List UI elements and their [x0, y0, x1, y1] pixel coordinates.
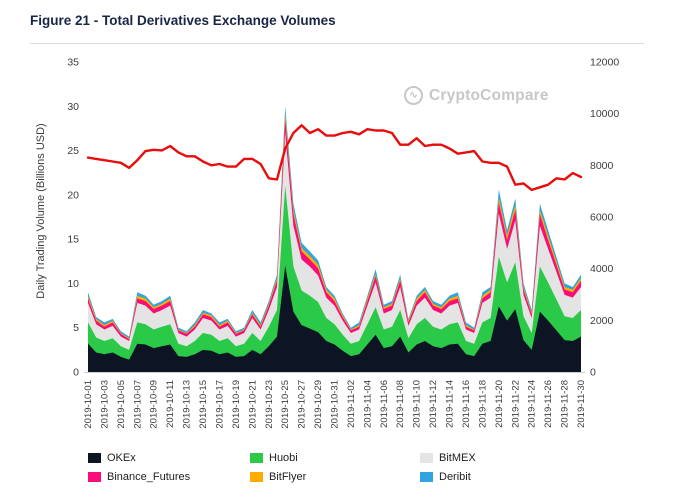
left-axis-tick-label: 10	[67, 278, 79, 290]
legend-item-huobi: Huobi	[250, 452, 420, 464]
x-axis-tick-label: 2019-10-13	[182, 380, 193, 429]
left-axis-tick-label: 15	[67, 234, 79, 246]
x-axis-tick-label: 2019-10-29	[313, 380, 324, 429]
x-axis-tick-label: 2019-11-14	[445, 380, 456, 428]
price-line	[86, 124, 583, 192]
x-axis-tick-label: 2019-11-30	[576, 380, 587, 428]
legend-item-bitmex: BitMEX	[420, 452, 580, 464]
x-axis-tick-label: 2019-11-24	[527, 380, 538, 428]
legend-label: Deribit	[439, 471, 471, 483]
legend-swatch	[88, 453, 101, 463]
legend-swatch	[420, 453, 433, 463]
legend-label: BitMEX	[439, 452, 476, 464]
left-axis-tick-label: 0	[73, 367, 79, 379]
x-axis-tick-label: 2019-11-06	[379, 380, 390, 428]
x-axis-tick-label: 2019-10-31	[330, 380, 341, 429]
left-axis-tick-label: 25	[67, 145, 79, 157]
x-axis-tick-label: 2019-10-07	[132, 380, 143, 429]
x-axis-tick-label: 2019-10-25	[280, 380, 291, 429]
x-axis-tick-label: 2019-10-27	[297, 380, 308, 429]
legend-swatch	[420, 472, 433, 482]
x-axis-tick-label: 2019-10-15	[198, 380, 209, 429]
x-axis-tick-label: 2019-10-23	[264, 380, 275, 429]
x-axis-tick-label: 2019-11-18	[477, 380, 488, 428]
legend-item-deribit: Deribit	[420, 471, 580, 483]
title-divider	[30, 43, 644, 44]
left-axis-tick-label: 20	[67, 189, 79, 201]
x-axis-tick-label: 2019-10-17	[214, 380, 225, 429]
x-axis-tick-label: 2019-10-21	[247, 380, 258, 429]
left-axis-tick-label: 35	[67, 57, 79, 69]
cryptocompare-logo-icon: ∿	[404, 86, 423, 105]
x-axis-tick-label: 2019-11-16	[461, 380, 472, 428]
x-axis-tick-label: 2019-11-20	[494, 380, 505, 428]
stacked-area-chart: 0 5 10 15 20 25 30 35 0 2000 4000 6000 8000 10000 1200…	[67, 57, 619, 429]
x-axis-tick-label: 2019-11-22	[510, 380, 521, 428]
left-axis-tick-label: 30	[67, 101, 79, 113]
legend-label: Huobi	[269, 452, 298, 464]
x-axis-tick-label: 2019-11-28	[560, 380, 571, 428]
x-axis-tick-label: 2019-11-26	[543, 380, 554, 428]
legend-item-okex: OKEx	[88, 452, 250, 464]
chart-legend: OKEx Huobi BitMEX Binance_Futures BitFlyer De…	[88, 452, 580, 483]
right-axis-tick-label: 0	[590, 367, 596, 379]
right-axis-tick-label: 10000	[590, 108, 619, 120]
legend-item-binance_futures: Binance_Futures	[88, 471, 250, 483]
right-axis-tick-label: 4000	[590, 263, 614, 275]
left-axis-tick-label: 5	[73, 322, 79, 334]
x-axis-tick-label: 2019-11-08	[395, 380, 406, 428]
legend-label: Binance_Futures	[107, 471, 191, 483]
legend-swatch	[250, 453, 263, 463]
right-axis-tick-label: 12000	[590, 57, 619, 69]
x-axis-tick-label: 2019-10-11	[165, 380, 176, 428]
x-axis-tick-label: 2019-10-01	[83, 380, 94, 429]
right-axis-tick-label: 2000	[590, 315, 614, 327]
area-bitmex	[88, 132, 581, 372]
x-axis-tick-label: 2019-10-19	[231, 380, 242, 429]
x-axis-tick-label: 2019-10-05	[116, 380, 127, 429]
x-axis-tick-label: 2019-11-02	[346, 380, 357, 428]
legend-item-bitflyer: BitFlyer	[250, 471, 420, 483]
x-axis-tick-label: 2019-10-09	[149, 380, 160, 429]
right-axis-tick-label: 8000	[590, 160, 614, 172]
legend-swatch	[88, 472, 101, 482]
x-axis-tick-label: 2019-11-10	[412, 380, 423, 428]
figure-title: Figure 21 - Total Derivatives Exchange V…	[30, 13, 336, 28]
area-huobi	[88, 186, 581, 372]
legend-label: OKEx	[107, 452, 136, 464]
right-axis-tick-label: 6000	[590, 212, 614, 224]
cryptocompare-watermark: ∿ CryptoCompare	[404, 86, 549, 105]
legend-label: BitFlyer	[269, 471, 307, 483]
x-axis-tick-label: 2019-10-03	[99, 380, 110, 429]
area-okex	[88, 265, 581, 372]
watermark-text: CryptoCompare	[429, 86, 549, 104]
x-axis-tick-label: 2019-11-12	[428, 380, 439, 428]
x-axis-tick-label: 2019-11-04	[362, 380, 373, 428]
legend-swatch	[250, 472, 263, 482]
